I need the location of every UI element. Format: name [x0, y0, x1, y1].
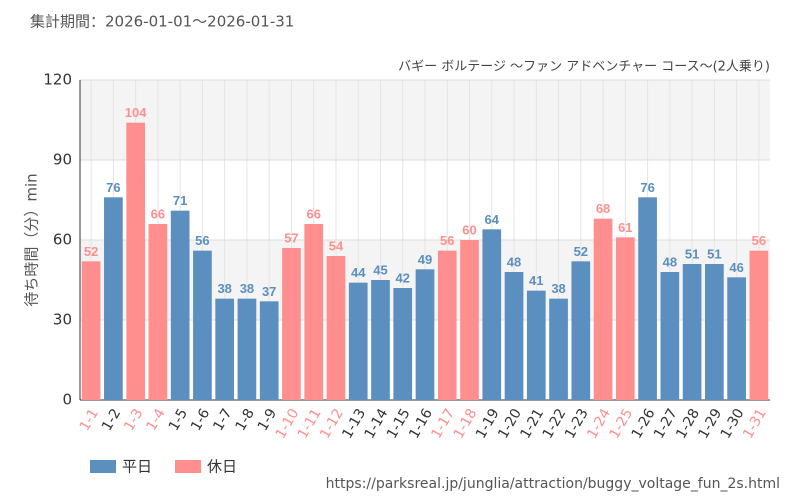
bar: [638, 197, 657, 400]
bar: [148, 224, 168, 400]
y-tick-label: 60: [53, 231, 72, 249]
value-label: 54: [329, 238, 344, 253]
value-label: 37: [262, 284, 276, 299]
chart-title: バギー ボルテージ 〜ファン アドベンチャー コース〜(2人乗り): [398, 60, 770, 75]
legend-swatch: [90, 460, 116, 473]
value-label: 56: [752, 233, 766, 248]
legend-label: 休日: [207, 458, 237, 476]
value-label: 76: [640, 180, 654, 195]
value-label: 38: [551, 281, 565, 296]
bar: [215, 298, 235, 400]
value-label: 49: [418, 252, 432, 267]
bar: [682, 264, 702, 400]
bar: [170, 210, 190, 400]
bar: [727, 277, 746, 400]
bar: [460, 240, 479, 400]
bar: [482, 229, 502, 400]
x-tick-label: 1-7: [210, 406, 235, 434]
value-label: 38: [217, 281, 231, 296]
bar: [571, 261, 591, 400]
bar: [193, 250, 212, 400]
value-label: 56: [440, 233, 454, 248]
y-tick-label: 90: [53, 151, 72, 169]
value-label: 48: [507, 254, 521, 269]
value-label: 52: [84, 244, 98, 259]
bar: [593, 218, 613, 400]
value-label: 51: [685, 246, 699, 261]
x-tick-label: 1-2: [99, 406, 124, 434]
y-tick-label: 0: [62, 391, 72, 409]
value-label: 46: [729, 260, 743, 275]
value-label: 60: [462, 222, 476, 237]
bar: [81, 261, 101, 400]
value-label: 68: [596, 201, 610, 216]
value-label: 66: [151, 206, 165, 221]
bar: [615, 237, 635, 400]
bar: [393, 288, 413, 400]
x-tick-label: 1-1: [77, 406, 102, 434]
value-label: 71: [173, 193, 187, 208]
x-tick-label: 1-8: [233, 406, 258, 434]
x-tick-label: 1-5: [166, 406, 191, 434]
value-label: 76: [106, 180, 120, 195]
bar: [304, 224, 324, 400]
x-tick-label: 1-6: [188, 406, 213, 434]
bar: [348, 282, 368, 400]
bar: [749, 250, 769, 400]
legend-label: 平日: [122, 458, 152, 476]
bar: [126, 122, 145, 401]
value-label: 56: [195, 233, 209, 248]
bar: [237, 298, 257, 400]
bar: [504, 272, 524, 400]
bar: [437, 250, 457, 400]
value-label: 41: [529, 273, 543, 288]
value-label: 104: [125, 105, 147, 120]
bar: [660, 272, 680, 400]
value-label: 52: [574, 244, 588, 259]
chart-subtitle: 集計期間：2026-01-01～2026-01-31: [30, 13, 294, 31]
value-label: 51: [707, 246, 721, 261]
value-label: 45: [373, 262, 387, 277]
legend-swatch: [175, 460, 201, 473]
bar: [526, 290, 546, 400]
bar: [415, 269, 435, 400]
bar: [326, 256, 346, 400]
value-label: 61: [618, 220, 632, 235]
value-label: 64: [485, 212, 500, 227]
value-label: 44: [351, 265, 366, 280]
bar: [705, 264, 724, 400]
y-tick-label: 120: [43, 71, 72, 89]
x-tick-label: 1-31: [740, 406, 770, 442]
value-label: 48: [663, 254, 677, 269]
bar: [259, 301, 279, 400]
y-tick-label: 30: [53, 311, 72, 329]
bar: [371, 280, 390, 400]
value-label: 38: [240, 281, 254, 296]
value-label: 66: [306, 206, 320, 221]
source: https://parksreal.jp/junglia/attraction/…: [326, 476, 780, 492]
x-tick-label: 1-3: [121, 406, 146, 434]
value-label: 42: [396, 270, 410, 285]
x-tick-label: 1-4: [144, 406, 169, 434]
value-label: 57: [284, 230, 298, 245]
bar: [549, 298, 568, 400]
y-axis-label: 待ち時間（分）min: [23, 173, 41, 306]
bar: [282, 248, 301, 400]
bar: [104, 197, 123, 400]
